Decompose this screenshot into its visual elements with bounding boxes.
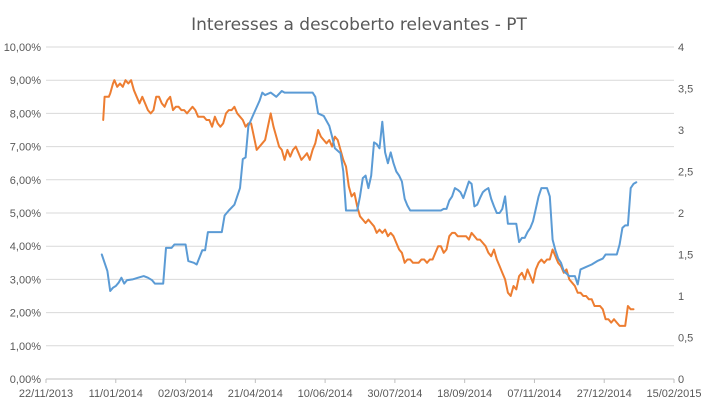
chart-title: Interesses a descoberto relevantes - PT	[191, 15, 527, 35]
x-tick-label: 18/09/2014	[437, 388, 492, 400]
y-left-tick-label: 1,00%	[10, 341, 41, 353]
y-left-tick-label: 9,00%	[10, 75, 41, 87]
x-tick-label: 07/11/2014	[507, 388, 561, 400]
y-right-tick-label: 2,5	[678, 167, 693, 179]
plot-area	[100, 79, 638, 327]
x-axis: 22/11/2013 11/01/2014 02/03/2014 21/04/2014…	[19, 379, 702, 400]
x-tick-label: 15/02/2015	[646, 388, 701, 400]
y-right-tick-label: 2	[678, 208, 684, 220]
y-right-tick-label: 4	[678, 42, 684, 54]
y-left-tick-label: 4,00%	[10, 241, 41, 253]
y-left-tick-label: 5,00%	[10, 208, 41, 220]
y-right-tick-label: 1,5	[678, 250, 693, 262]
y-left-tick-label: 6,00%	[10, 175, 41, 187]
y-right-tick-label: 0,5	[678, 333, 693, 345]
y-left-tick-label: 2,00%	[10, 308, 41, 320]
y-right-tick-label: 0	[678, 374, 684, 386]
left-y-axis: 0,00% 1,00% 2,00% 3,00% 4,00% 5,00% 6,00% 7,00%…	[4, 42, 42, 386]
x-tick-label: 27/12/2014	[577, 388, 632, 400]
y-left-tick-label: 10,00%	[4, 42, 42, 54]
series-line-blue	[100, 90, 638, 292]
y-left-tick-label: 3,00%	[10, 274, 41, 286]
x-tick-label: 11/01/2014	[89, 388, 143, 400]
y-left-tick-label: 7,00%	[10, 142, 41, 154]
right-y-axis: 0 0,5 1 1,5 2 2,5 3 3,5 4	[678, 42, 693, 386]
x-tick-label: 30/07/2014	[367, 388, 422, 400]
y-right-tick-label: 3,5	[678, 84, 693, 96]
x-tick-label: 21/04/2014	[228, 388, 283, 400]
series-line-orange	[102, 79, 635, 327]
x-tick-label: 10/06/2014	[298, 388, 353, 400]
y-left-tick-label: 8,00%	[10, 108, 41, 120]
y-right-tick-label: 1	[678, 291, 684, 303]
x-tick-label: 02/03/2014	[158, 388, 213, 400]
y-left-tick-label: 0,00%	[10, 374, 41, 386]
x-tick-label: 22/11/2013	[19, 388, 73, 400]
y-right-tick-label: 3	[678, 125, 684, 137]
